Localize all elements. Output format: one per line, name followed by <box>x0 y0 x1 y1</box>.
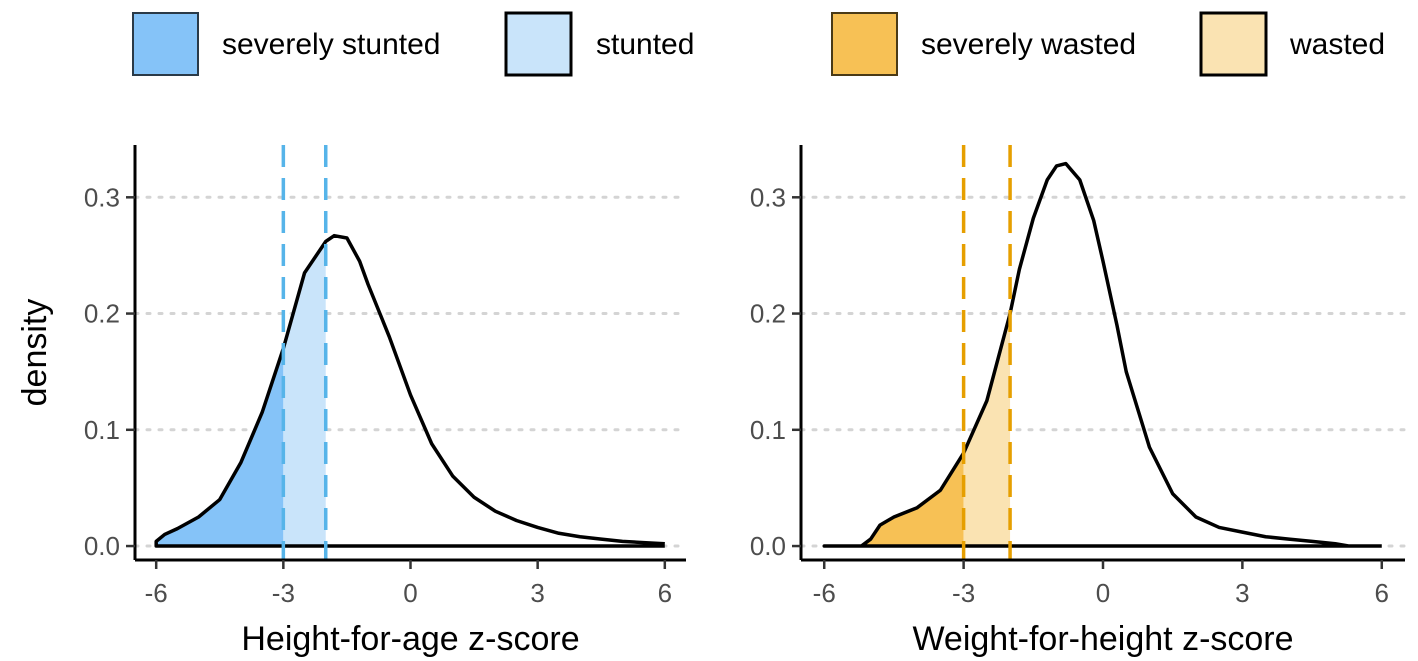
y-tick-label: 0.0 <box>84 531 120 561</box>
legend-label-severely-stunted: severely stunted <box>222 28 440 61</box>
y-tick-label: 0.1 <box>750 415 786 445</box>
moderate-area <box>963 313 1011 547</box>
y-tick-label: 0.2 <box>750 299 786 329</box>
legend-key-severely-stunted <box>132 12 199 76</box>
x-tick-label: 6 <box>658 578 672 608</box>
legend-label-wasted: wasted <box>1289 28 1385 61</box>
legend: severely stunted stunted severely wasted… <box>132 11 1385 77</box>
legend-key-wasted <box>1199 11 1268 77</box>
y-tick-label: 0.2 <box>84 299 120 329</box>
x-tick-label: 0 <box>1096 578 1110 608</box>
x-tick-label: -3 <box>952 578 975 608</box>
y-tick-label: 0.0 <box>750 531 786 561</box>
density-curve <box>822 161 1382 548</box>
y-tick-label: 0.3 <box>84 182 120 212</box>
legend-item-severely-stunted: severely stunted <box>132 12 440 76</box>
x-axis-title: Height-for-age z-score <box>241 620 579 658</box>
y-axis-title: density <box>16 299 54 407</box>
x-tick-label: 3 <box>1235 578 1249 608</box>
x-tick-label: -3 <box>272 578 295 608</box>
legend-key-stunted <box>504 11 573 77</box>
x-axis-title: Weight-for-height z-score <box>912 620 1293 658</box>
severe-area <box>824 453 964 547</box>
x-tick-label: 3 <box>530 578 544 608</box>
panel-height-for-age: -6 -3 0 3 6 0.0 0.1 0.2 0.3 Height-for-age z-scor… <box>16 145 688 658</box>
density-curve <box>154 233 665 548</box>
x-tick-label: -6 <box>813 578 836 608</box>
severe-area <box>156 348 284 547</box>
x-tick-label: 6 <box>1375 578 1389 608</box>
legend-label-stunted: stunted <box>596 28 694 61</box>
panel-weight-for-height: -6 -3 0 3 6 0.0 0.1 0.2 0.3 Weight-for-height z-s… <box>750 145 1407 658</box>
y-tick-label: 0.1 <box>84 415 120 445</box>
x-tick-label: -6 <box>145 578 168 608</box>
legend-item-severely-wasted: severely wasted <box>831 12 1136 76</box>
moderate-area <box>283 241 326 547</box>
legend-item-stunted: stunted <box>504 11 694 77</box>
x-tick-label: 0 <box>403 578 417 608</box>
y-tick-label: 0.3 <box>750 182 786 212</box>
legend-key-severely-wasted <box>831 12 898 76</box>
legend-item-wasted: wasted <box>1199 11 1385 77</box>
legend-label-severely-wasted: severely wasted <box>921 28 1136 61</box>
